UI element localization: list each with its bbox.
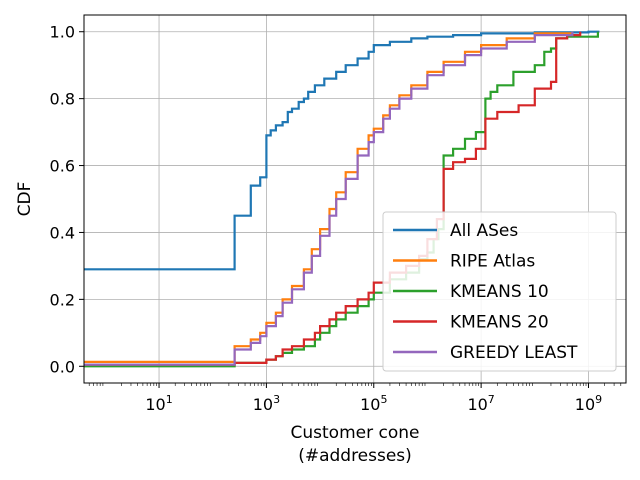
legend-box: [382, 211, 617, 372]
x-tick-label: 105: [360, 393, 387, 414]
x-tick-label-exponent: 3: [273, 393, 280, 406]
x-axis-label-line2: (#addresses): [298, 446, 412, 466]
legend-label-ripe-atlas: RIPE Atlas: [450, 252, 535, 272]
y-tick-label: 0.0: [50, 357, 75, 376]
y-axis-label: CDF: [15, 182, 35, 217]
x-tick-label-exponent: 5: [380, 393, 387, 406]
y-tick-label: 0.6: [50, 157, 75, 176]
legend-label-all-ases: All ASes: [450, 221, 518, 241]
x-tick-label-base: 10: [253, 395, 273, 414]
x-tick-label: 103: [253, 393, 280, 414]
plot-area-frame: [83, 14, 627, 384]
x-tick-label-base: 10: [360, 395, 380, 414]
x-tick-label-exponent: 9: [595, 393, 602, 406]
y-tick-label: 0.8: [50, 90, 75, 109]
y-tick-label: 1.0: [50, 23, 75, 42]
legend-label-kmeans-10: KMEANS 10: [450, 282, 549, 302]
x-axis-label-line1: Customer cone: [291, 423, 420, 443]
x-tick-label-exponent: 1: [166, 393, 173, 406]
x-tick-label-base: 10: [575, 395, 595, 414]
x-tick-label: 109: [575, 393, 602, 414]
x-tick-label-base: 10: [145, 395, 165, 414]
x-tick-label-exponent: 7: [488, 393, 495, 406]
x-tick-label-base: 10: [467, 395, 487, 414]
x-tick-label: 107: [467, 393, 494, 414]
y-tick-label: 0.2: [50, 290, 75, 309]
legend-label-greedy-least: GREEDY LEAST: [450, 343, 578, 363]
series-line-greedy-least: [84, 31, 574, 366]
series-line-all-ases: [84, 30, 600, 271]
x-tick-label: 101: [145, 393, 172, 414]
y-tick-label: 0.4: [50, 223, 75, 242]
legend-label-kmeans-20: KMEANS 20: [450, 313, 549, 333]
legend: All ASes RIPE Atlas KMEANS 10 KMEANS 20 GREE…: [382, 211, 617, 372]
